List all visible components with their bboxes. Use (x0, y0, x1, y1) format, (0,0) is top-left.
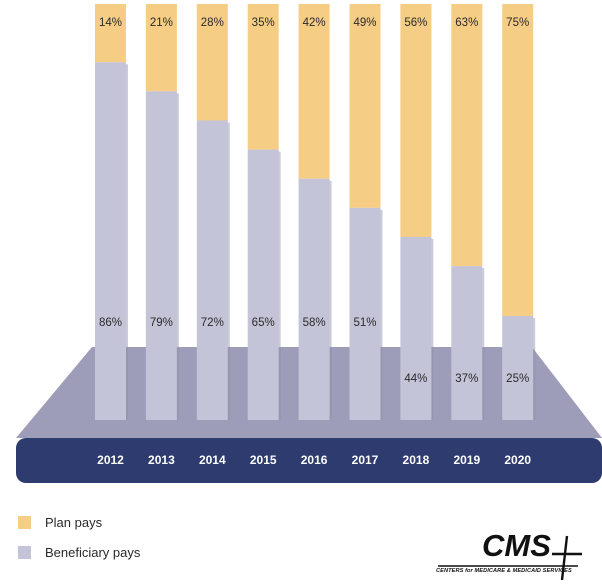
bar-plan-2020 (502, 4, 534, 316)
label-plan-2012: 14% (99, 17, 122, 29)
label-beneficiary-2018: 44% (404, 373, 427, 385)
x-tick-2015: 2015 (250, 453, 277, 467)
label-plan-2016: 42% (303, 17, 326, 29)
label-beneficiary-2015: 65% (252, 317, 275, 329)
stacked-bar-chart: 14% 86% 21% 79% 28% 72% 35% 65% 42% 58% 49% 51% 56% 4… (16, 4, 602, 483)
label-beneficiary-2017: 51% (353, 317, 376, 329)
cms-logo-text: CMS (482, 528, 551, 563)
legend-label-plan: Plan pays (45, 515, 103, 530)
legend-label-beneficiary: Beneficiary pays (45, 545, 141, 560)
x-tick-2019: 2019 (453, 453, 480, 467)
label-plan-2017: 49% (353, 17, 376, 29)
x-tick-2013: 2013 (148, 453, 175, 467)
bars-group: 14% 86% 21% 79% 28% 72% 35% 65% 42% 58% 49% 51% 56% 4… (95, 4, 536, 421)
x-tick-2014: 2014 (199, 453, 226, 467)
bar-beneficiary-2019 (451, 266, 483, 420)
x-tick-2020: 2020 (504, 453, 531, 467)
bar-beneficiary-2016 (298, 178, 330, 420)
bar-plan-2015 (247, 4, 279, 150)
legend-item-plan: Plan pays (18, 515, 102, 530)
bar-beneficiary-2020 (502, 316, 534, 420)
x-axis-labels: 2012 2013 2014 2015 2016 2017 2018 2019 2020 (97, 453, 531, 467)
bar-plan-2012 (95, 4, 126, 63)
bar-plan-2014 (196, 4, 228, 121)
label-beneficiary-2016: 58% (303, 317, 326, 329)
label-plan-2018: 56% (404, 17, 427, 29)
label-plan-2013: 21% (150, 17, 173, 29)
x-tick-2018: 2018 (403, 453, 430, 467)
legend-swatch-beneficiary (18, 546, 31, 559)
label-beneficiary-2013: 79% (150, 317, 173, 329)
legend-item-beneficiary: Beneficiary pays (18, 545, 140, 560)
bar-plan-2018 (400, 4, 432, 237)
x-tick-2017: 2017 (352, 453, 379, 467)
label-beneficiary-2020: 25% (506, 373, 529, 385)
label-beneficiary-2019: 37% (455, 373, 478, 385)
bar-beneficiary-2015 (247, 149, 279, 420)
bar-beneficiary-2012 (95, 62, 126, 421)
bar-beneficiary-2013 (145, 91, 177, 421)
cms-logo-subtitle: CENTERS for MEDICARE & MEDICAID SERVICES (436, 568, 572, 574)
bar-plan-2016 (298, 4, 330, 179)
bar-beneficiary-2018 (400, 236, 432, 420)
cms-logo: CMS CENTERS for MEDICARE & MEDICAID SERV… (432, 528, 592, 582)
x-tick-2012: 2012 (97, 453, 124, 467)
label-plan-2014: 28% (201, 17, 224, 29)
x-tick-2016: 2016 (301, 453, 328, 467)
bar-plan-2019 (451, 4, 483, 267)
bar-plan-2017 (349, 4, 381, 208)
label-beneficiary-2012: 86% (99, 317, 122, 329)
label-plan-2019: 63% (455, 17, 478, 29)
bar-plan-2013 (145, 4, 177, 92)
year-band (16, 438, 602, 483)
label-plan-2015: 35% (252, 17, 275, 29)
bar-beneficiary-2014 (196, 120, 228, 420)
label-plan-2020: 75% (506, 17, 529, 29)
cms-logo-mark (438, 535, 582, 581)
label-beneficiary-2014: 72% (201, 317, 224, 329)
legend-swatch-plan (18, 516, 31, 529)
bar-beneficiary-2017 (349, 207, 381, 420)
